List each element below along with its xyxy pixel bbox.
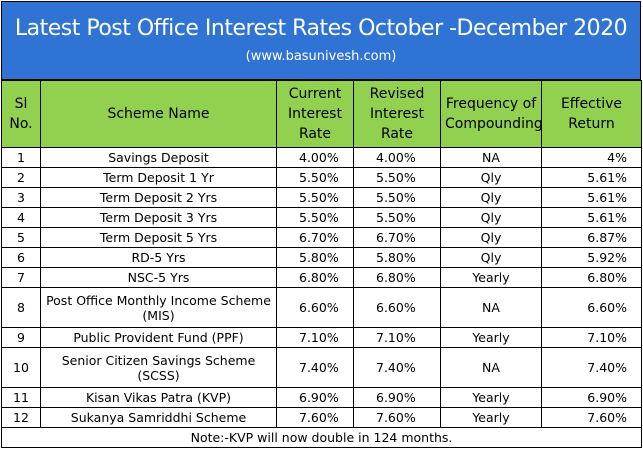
cell: Public Provident Fund (PPF)	[40, 327, 277, 348]
cell: 10	[1, 347, 41, 388]
cell: 4%	[541, 147, 642, 168]
cell: 7.10%	[541, 327, 642, 348]
cell: 6	[1, 247, 41, 268]
cell: 7.10%	[353, 327, 441, 348]
table-row: 2 Term Deposit 1 Yr 5.50% 5.50% Qly 5.61%	[1, 167, 642, 188]
title: Latest Post Office Interest Rates Octobe…	[14, 16, 628, 41]
cell: 6.60%	[541, 287, 642, 328]
cell: 7.60%	[541, 407, 642, 428]
cell: Term Deposit 3 Yrs	[40, 207, 277, 228]
rates-table: Sl No. Scheme Name Current Interest Rate Re…	[1, 80, 642, 448]
cell: Term Deposit 2 Yrs	[40, 187, 277, 208]
cell: 6.90%	[276, 387, 354, 408]
cell: Yearly	[440, 387, 542, 408]
table-row: 4 Term Deposit 3 Yrs 5.50% 5.50% Qly 5.61%	[1, 207, 642, 228]
cell: Qly	[440, 247, 542, 268]
header-row: Sl No. Scheme Name Current Interest Rate Re…	[1, 80, 642, 148]
cell: 6.60%	[276, 287, 354, 328]
table-row: 3 Term Deposit 2 Yrs 5.50% 5.50% Qly 5.61%	[1, 187, 642, 208]
cell: 5.50%	[276, 167, 354, 188]
cell: 6.87%	[541, 227, 642, 248]
cell: 7.40%	[276, 347, 354, 388]
cell: Kisan Vikas Patra (KVP)	[40, 387, 277, 408]
cell: 6.90%	[541, 387, 642, 408]
cell: 4.00%	[353, 147, 441, 168]
note-row: Note:-KVP will now double in 124 months.	[1, 427, 642, 448]
cell: 7.40%	[353, 347, 441, 388]
cell: Qly	[440, 187, 542, 208]
cell: 7.60%	[276, 407, 354, 428]
cell: 7.10%	[276, 327, 354, 348]
cell: 7	[1, 267, 41, 288]
cell: Yearly	[440, 267, 542, 288]
cell: Qly	[440, 167, 542, 188]
table-row: 6 RD-5 Yrs 5.80% 5.80% Qly 5.92%	[1, 247, 642, 268]
cell: 5.61%	[541, 167, 642, 188]
cell: Yearly	[440, 407, 542, 428]
cell: 4.00%	[276, 147, 354, 168]
cell: 6.70%	[276, 227, 354, 248]
subtitle: (www.basunivesh.com)	[245, 49, 397, 64]
cell: 8	[1, 287, 41, 328]
cell: Term Deposit 1 Yr	[40, 167, 277, 188]
column-header: Frequency of Compounding	[440, 80, 542, 148]
cell: 4	[1, 207, 41, 228]
table-row: 1 Savings Deposit 4.00% 4.00% NA 4%	[1, 147, 642, 168]
cell: 5.50%	[353, 187, 441, 208]
cell: Sukanya Samriddhi Scheme	[40, 407, 277, 428]
cell: Qly	[440, 207, 542, 228]
cell: Savings Deposit	[40, 147, 277, 168]
table-row: 9 Public Provident Fund (PPF) 7.10% 7.10% Ye…	[1, 327, 642, 348]
cell: 2	[1, 167, 41, 188]
cell: 5.61%	[541, 207, 642, 228]
cell: 5.61%	[541, 187, 642, 208]
cell: 5.50%	[353, 167, 441, 188]
cell: 5.50%	[276, 187, 354, 208]
cell: 3	[1, 187, 41, 208]
cell: 6.60%	[353, 287, 441, 328]
cell: 6.80%	[541, 267, 642, 288]
table-row: 5 Term Deposit 5 Yrs 6.70% 6.70% Qly 6.87%	[1, 227, 642, 248]
table-row: 11 Kisan Vikas Patra (KVP) 6.90% 6.90% Yearl…	[1, 387, 642, 408]
table-row: 10 Senior Citizen Savings Scheme (SCSS) 7.…	[1, 347, 642, 388]
cell: 5.92%	[541, 247, 642, 268]
cell: 6.80%	[353, 267, 441, 288]
cell: 5	[1, 227, 41, 248]
column-header: Sl No.	[1, 80, 41, 148]
cell: NA	[440, 147, 542, 168]
cell: 6.90%	[353, 387, 441, 408]
cell: 11	[1, 387, 41, 408]
column-header: Current Interest Rate	[276, 80, 354, 148]
cell: Senior Citizen Savings Scheme (SCSS)	[40, 347, 277, 388]
column-header: Revised Interest Rate	[353, 80, 441, 148]
cell: Yearly	[440, 327, 542, 348]
cell: 7.40%	[541, 347, 642, 388]
table-row: 8 Post Office Monthly Income Scheme (MIS)…	[1, 287, 642, 328]
cell: Term Deposit 5 Yrs	[40, 227, 277, 248]
cell: 5.50%	[276, 207, 354, 228]
table-row: 7 NSC-5 Yrs 6.80% 6.80% Yearly 6.80%	[1, 267, 642, 288]
table-row: 12 Sukanya Samriddhi Scheme 7.60% 7.60% Year…	[1, 407, 642, 428]
cell: 6.70%	[353, 227, 441, 248]
cell: 7.60%	[353, 407, 441, 428]
cell: Qly	[440, 227, 542, 248]
cell: NA	[440, 347, 542, 388]
note: Note:-KVP will now double in 124 months.	[1, 427, 642, 448]
cell: 5.50%	[353, 207, 441, 228]
cell: 12	[1, 407, 41, 428]
cell: Post Office Monthly Income Scheme (MIS)	[40, 287, 277, 328]
column-header: Effective Return	[541, 80, 642, 148]
cell: 5.80%	[276, 247, 354, 268]
cell: NSC-5 Yrs	[40, 267, 277, 288]
cell: 9	[1, 327, 41, 348]
cell: 1	[1, 147, 41, 168]
cell: 6.80%	[276, 267, 354, 288]
column-header: Scheme Name	[40, 80, 277, 148]
cell: 5.80%	[353, 247, 441, 268]
cell: RD-5 Yrs	[40, 247, 277, 268]
title-bar: Latest Post Office Interest Rates Octobe…	[1, 1, 641, 80]
cell: NA	[440, 287, 542, 328]
